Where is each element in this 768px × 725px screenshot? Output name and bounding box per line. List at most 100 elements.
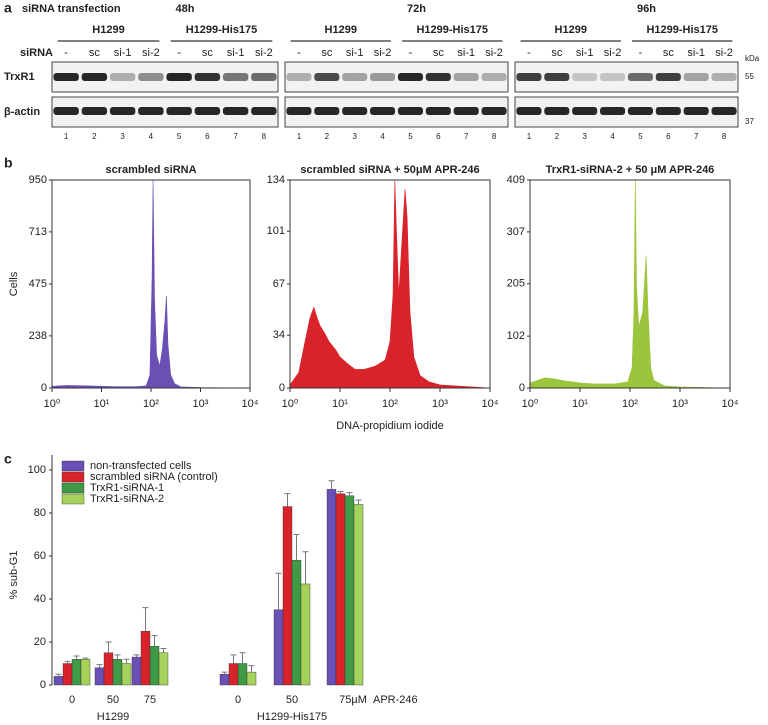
x-tick-label: 10¹ [94, 398, 110, 410]
bar [273, 609, 284, 686]
band [711, 107, 737, 115]
y-tick-label: 205 [507, 278, 525, 290]
band [166, 107, 192, 115]
sirna-label: si-1 [576, 47, 594, 59]
sirna-label: si-2 [374, 47, 392, 59]
y-tick-label: 950 [29, 174, 47, 186]
lane-number: 4 [149, 132, 154, 141]
error-bar [55, 673, 62, 677]
y-tick-label: 0 [40, 679, 46, 691]
band [481, 107, 507, 115]
panel-label: b [4, 155, 13, 171]
band [683, 107, 709, 115]
sirna-label: sc [89, 47, 101, 59]
band [397, 107, 423, 115]
sirna-label: - [297, 47, 301, 59]
time-label: 48h [176, 3, 195, 15]
band [397, 73, 423, 81]
band [109, 107, 136, 115]
y-axis-label: Cells [8, 271, 20, 296]
plot-frame [289, 179, 491, 389]
band [314, 107, 340, 115]
error-bar [355, 499, 362, 505]
bar [282, 506, 293, 686]
lane-number: 3 [352, 132, 357, 141]
bar [80, 659, 91, 686]
lane-number: 5 [638, 132, 643, 141]
band [453, 73, 479, 81]
chart-title: scrambled siRNA [105, 164, 196, 176]
x-tick-label: 10² [382, 398, 398, 410]
bar [71, 659, 82, 686]
lane-number: 4 [380, 132, 385, 141]
band [711, 73, 737, 81]
extra-label: APR-246 [373, 694, 418, 706]
lane-number: 8 [722, 132, 727, 141]
y-tick-label: 80 [34, 507, 46, 519]
kda-label: kDa [745, 54, 760, 63]
x-tick-label: 10⁴ [482, 398, 499, 410]
band [53, 107, 79, 115]
band [572, 107, 598, 115]
sirna-label: - [527, 47, 531, 59]
error-bar [73, 655, 80, 660]
histogram-area [529, 179, 731, 389]
sirna-label: si-2 [142, 47, 160, 59]
y-tick-label: 0 [519, 382, 525, 394]
band [342, 107, 368, 115]
bar [353, 504, 364, 686]
lane-number: 1 [64, 132, 69, 141]
bar [326, 489, 337, 686]
lane-number: 7 [233, 132, 238, 141]
lane-number: 1 [527, 132, 532, 141]
cell-line-label: H1299-His175 [186, 24, 258, 36]
plot-frame [529, 179, 731, 389]
error-bar [293, 534, 300, 561]
band [600, 73, 626, 81]
x-tick-label: 10³ [432, 398, 448, 410]
bar [62, 663, 73, 686]
y-tick-label: 475 [29, 278, 47, 290]
sirna-label: si-2 [485, 47, 503, 59]
lane-number: 8 [492, 132, 497, 141]
x-tick-label: 10³ [672, 398, 688, 410]
band [109, 73, 136, 81]
bar [112, 659, 123, 686]
legend-label: scrambled siRNA (control) [90, 471, 218, 483]
lane-number: 5 [177, 132, 182, 141]
y-tick-label: 67 [273, 278, 285, 290]
bar [53, 676, 64, 686]
band [53, 73, 79, 81]
y-tick-label: 713 [29, 226, 47, 238]
lane-number: 1 [297, 132, 302, 141]
band [544, 107, 570, 115]
bar [246, 671, 257, 686]
error-bar [248, 665, 255, 673]
error-bar [160, 647, 167, 653]
group-label: H1299 [97, 711, 129, 723]
band [138, 107, 164, 115]
band [627, 107, 653, 115]
cell-line-label: H1299-His175 [646, 24, 718, 36]
error-bar [133, 654, 140, 658]
y-tick-label: 307 [507, 226, 525, 238]
lane-number: 3 [582, 132, 587, 141]
error-bar [105, 641, 112, 653]
band [370, 73, 396, 81]
x-tick-label: 10⁴ [722, 398, 739, 410]
bar [344, 495, 355, 686]
lane-number: 6 [436, 132, 441, 141]
band [314, 73, 340, 81]
band [194, 73, 221, 81]
error-bar [64, 660, 71, 664]
legend-label: TrxR1-siRNA-1 [90, 482, 164, 494]
lane-number: 2 [555, 132, 560, 141]
cell-line-label: H1299 [555, 24, 587, 36]
lane-number: 8 [262, 132, 267, 141]
lane-number: 6 [205, 132, 210, 141]
x-axis-label: DNA-propidium iodide [336, 420, 444, 432]
band [251, 73, 277, 81]
lane-number: 4 [610, 132, 615, 141]
band [425, 107, 451, 115]
y-tick-label: 238 [29, 330, 47, 342]
